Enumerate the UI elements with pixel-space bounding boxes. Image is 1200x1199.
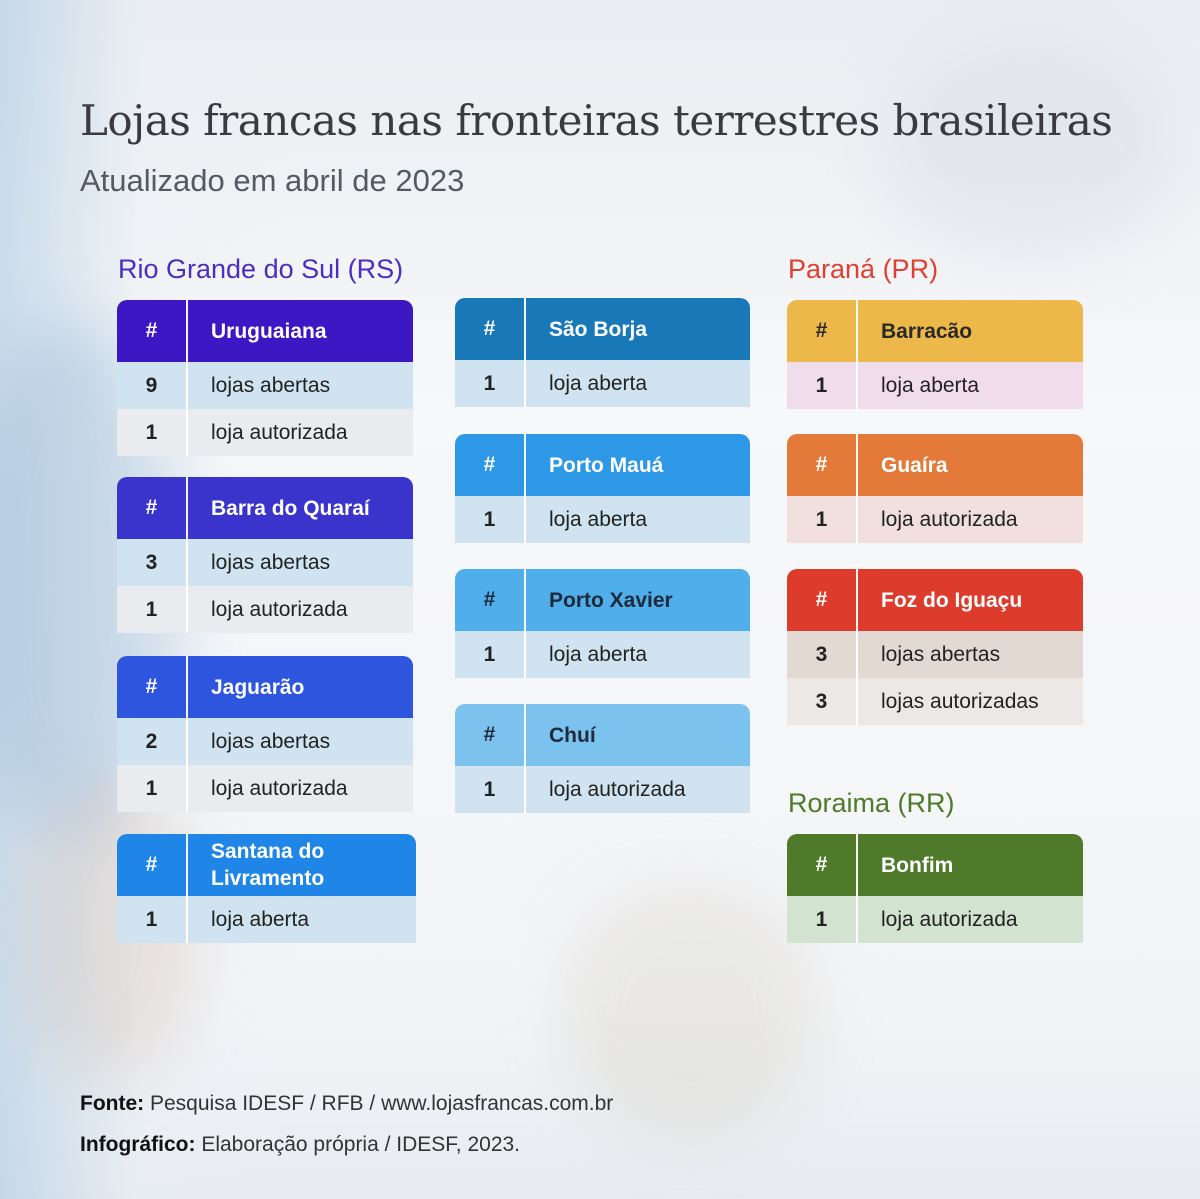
count: 3 xyxy=(787,631,858,678)
label: loja autorizada xyxy=(881,507,1018,531)
label: loja aberta xyxy=(549,371,648,395)
city-name: Barracão xyxy=(881,319,973,343)
card-barra-do-quarai: # Barra do Quaraí 3 lojas abertas 1 loja a… xyxy=(117,477,413,633)
page-title: Lojas francas nas fronteiras terrestres … xyxy=(80,96,1113,145)
count: 3 xyxy=(787,678,858,725)
hash-header: # xyxy=(787,300,858,362)
hash-header: # xyxy=(787,569,858,631)
hash-header: # xyxy=(455,569,526,631)
page-subtitle: Atualizado em abril de 2023 xyxy=(80,163,465,198)
label: lojas abertas xyxy=(881,642,1001,666)
count: 1 xyxy=(455,496,526,543)
count: 1 xyxy=(787,896,858,943)
count: 1 xyxy=(117,586,188,633)
hash-header: # xyxy=(117,300,188,362)
card-foz-do-iguacu: # Foz do Iguaçu 3 lojas abertas 3 lojas au… xyxy=(787,569,1083,725)
hash-header: # xyxy=(117,834,188,896)
card-porto-xavier: # Porto Xavier 1 loja aberta xyxy=(455,569,750,678)
label: loja aberta xyxy=(549,642,648,666)
city-name: Barra do Quaraí xyxy=(211,496,370,520)
card-guaira: # Guaíra 1 loja autorizada xyxy=(787,434,1083,543)
hash-header: # xyxy=(787,834,858,896)
city-name-line2: Livramento xyxy=(211,867,325,890)
label: loja aberta xyxy=(881,373,980,397)
count: 1 xyxy=(117,765,188,812)
label: loja autorizada xyxy=(211,597,348,621)
footer-credit: Infográfico: Elaboração própria / IDESF,… xyxy=(80,1133,520,1157)
card-bonfim: # Bonfim 1 loja autorizada xyxy=(787,834,1083,943)
count: 1 xyxy=(117,409,188,456)
label: loja aberta xyxy=(549,507,648,531)
count: 1 xyxy=(787,362,858,409)
city-name: Porto Xavier xyxy=(549,588,673,612)
hash-header: # xyxy=(117,656,188,718)
credit-text: Elaboração própria / IDESF, 2023. xyxy=(195,1133,521,1156)
region-title-rs: Rio Grande do Sul (RS) xyxy=(118,254,404,284)
label: lojas autorizadas xyxy=(881,689,1039,713)
region-title-pr: Paraná (PR) xyxy=(788,254,939,284)
count: 1 xyxy=(117,896,188,943)
region-title-rr: Roraima (RR) xyxy=(788,788,955,818)
count: 9 xyxy=(117,362,188,409)
count: 1 xyxy=(455,360,526,407)
footer-source: Fonte: Pesquisa IDESF / RFB / www.lojasf… xyxy=(80,1092,613,1116)
card-barracao: # Barracão 1 loja aberta xyxy=(787,300,1083,409)
label: loja autorizada xyxy=(881,907,1018,931)
city-name: Jaguarão xyxy=(211,675,305,699)
hash-header: # xyxy=(787,434,858,496)
label: lojas abertas xyxy=(211,373,331,397)
city-name: Guaíra xyxy=(881,453,948,477)
count: 3 xyxy=(117,539,188,586)
city-name-line1: Santana do xyxy=(211,840,325,863)
card-chui: # Chuí 1 loja autorizada xyxy=(455,704,750,813)
city-name: Bonfim xyxy=(881,853,954,877)
card-uruguaiana: # Uruguaiana 9 lojas abertas 1 loja autori… xyxy=(117,300,413,456)
city-name: Porto Mauá xyxy=(549,453,664,477)
hash-header: # xyxy=(455,704,526,766)
label: loja aberta xyxy=(211,907,310,931)
label: lojas abertas xyxy=(211,550,331,574)
card-porto-maua: # Porto Mauá 1 loja aberta xyxy=(455,434,750,543)
city-name: Santana do Livramento xyxy=(188,838,324,892)
hash-header: # xyxy=(455,434,526,496)
card-sao-borja: # São Borja 1 loja aberta xyxy=(455,298,750,407)
source-text: Pesquisa IDESF / RFB / www.lojasfrancas.… xyxy=(144,1092,614,1115)
city-name: Chuí xyxy=(549,723,596,747)
label: loja autorizada xyxy=(549,777,686,801)
city-name: Uruguaiana xyxy=(211,319,327,343)
city-name: Foz do Iguaçu xyxy=(881,588,1023,612)
credit-label: Infográfico: xyxy=(80,1133,196,1156)
label: lojas abertas xyxy=(211,729,331,753)
count: 1 xyxy=(455,766,526,813)
city-name: São Borja xyxy=(549,317,648,341)
label: loja autorizada xyxy=(211,776,348,800)
count: 1 xyxy=(787,496,858,543)
hash-header: # xyxy=(117,477,188,539)
label: loja autorizada xyxy=(211,420,348,444)
card-jaguarao: # Jaguarão 2 lojas abertas 1 loja autoriza… xyxy=(117,656,413,812)
hash-header: # xyxy=(455,298,526,360)
count: 2 xyxy=(117,718,188,765)
source-label: Fonte: xyxy=(80,1092,145,1115)
card-santana-do-livramento: # Santana do Livramento 1 loja aberta xyxy=(117,834,416,943)
count: 1 xyxy=(455,631,526,678)
